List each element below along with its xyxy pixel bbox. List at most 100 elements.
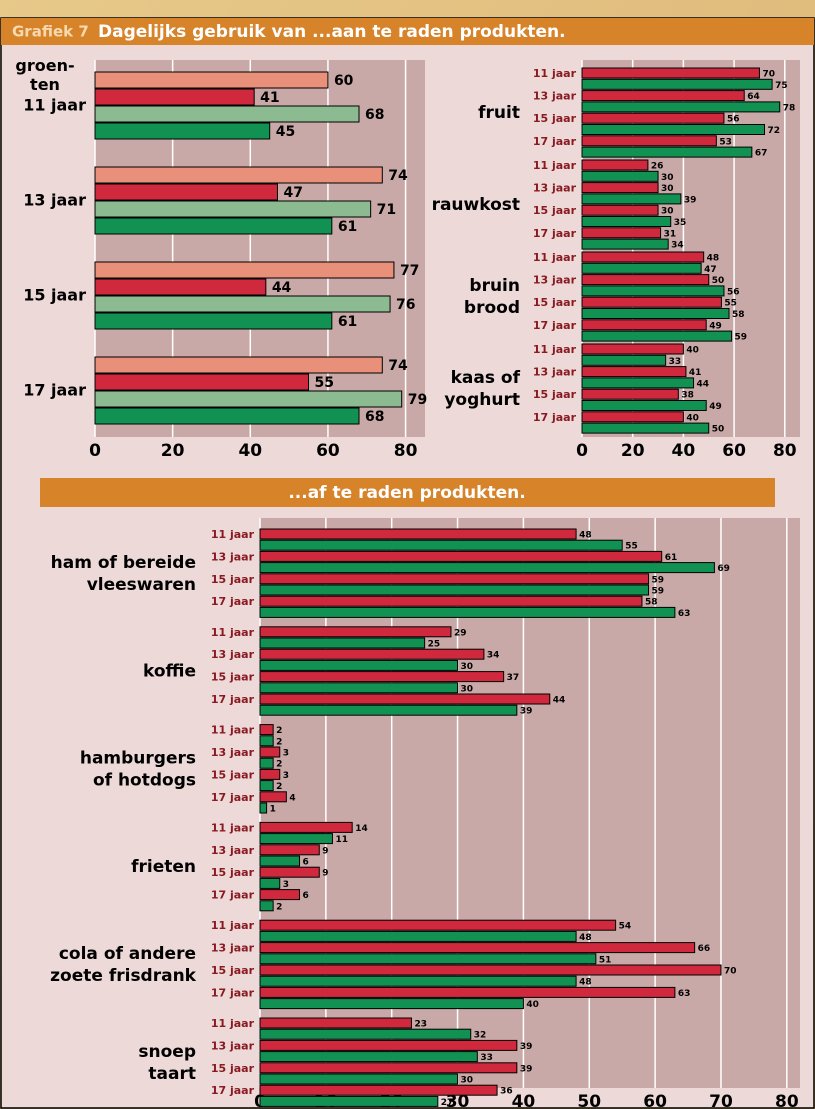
value-label: 34 — [671, 241, 684, 251]
value-label: 61 — [338, 219, 357, 235]
value-label: 55 — [724, 299, 737, 309]
bar — [259, 539, 623, 551]
value-label: 61 — [665, 553, 678, 563]
value-label: 3 — [283, 749, 289, 759]
bar — [94, 390, 403, 408]
x-tick-label: 60 — [316, 441, 340, 461]
category-label: 17 jaar — [23, 381, 86, 400]
bar — [94, 88, 255, 106]
bar — [259, 821, 353, 833]
bar — [581, 262, 702, 274]
category-label: 15 jaar — [533, 296, 577, 309]
bar — [581, 78, 773, 90]
category-label: 15 jaar — [211, 768, 255, 781]
value-label: 2 — [276, 782, 282, 792]
x-tick-label: 20 — [621, 441, 645, 461]
bar — [581, 112, 725, 124]
value-label: 59 — [652, 575, 665, 585]
category-label: 11 jaar — [533, 251, 577, 264]
value-label: 68 — [365, 409, 384, 425]
value-label: 58 — [645, 598, 658, 608]
bar — [581, 400, 707, 411]
value-label: 2 — [276, 902, 282, 912]
bar — [259, 606, 676, 618]
group-label: vleeswaren — [87, 575, 196, 595]
bar — [581, 319, 707, 331]
bar — [581, 366, 687, 378]
value-label: 56 — [727, 115, 740, 125]
value-label: 44 — [553, 696, 566, 706]
value-label: 9 — [322, 869, 328, 879]
value-label: 44 — [697, 379, 710, 389]
group-label: ham of bereide — [51, 553, 196, 573]
bar — [581, 216, 672, 227]
value-label: 45 — [276, 124, 295, 140]
value-label: 30 — [661, 184, 674, 194]
value-label: 74 — [388, 168, 408, 184]
bar — [259, 1039, 518, 1051]
group-label: snoep — [138, 1042, 196, 1062]
value-label: 48 — [579, 531, 592, 541]
bar — [94, 166, 383, 184]
value-label: 40 — [686, 413, 699, 423]
bar — [259, 953, 597, 965]
bar — [581, 146, 753, 158]
value-label: 49 — [709, 402, 722, 412]
x-tick-label: 80 — [394, 441, 418, 461]
category-label: 15 jaar — [211, 1062, 255, 1075]
value-label: 3 — [283, 880, 289, 890]
value-label: 76 — [396, 297, 415, 313]
category-label: 11 jaar — [533, 343, 577, 356]
value-label: 31 — [664, 229, 677, 239]
bar — [94, 217, 333, 235]
category-label: 11 jaar — [211, 1017, 255, 1030]
value-label: 40 — [526, 1000, 539, 1010]
group-label: ten — [30, 75, 60, 94]
x-tick-label: 80 — [773, 441, 797, 461]
x-tick-label: 70 — [709, 1092, 733, 1109]
value-label: 1 — [270, 805, 276, 815]
value-label: 75 — [775, 81, 788, 91]
bar — [581, 159, 649, 171]
value-label: 30 — [461, 662, 474, 672]
x-tick-label: 80 — [775, 1092, 799, 1109]
x-tick-label: 40 — [672, 441, 696, 461]
category-label: 17 jaar — [211, 986, 255, 999]
bar — [94, 407, 360, 425]
category-label: 13 jaar — [533, 274, 577, 287]
bar — [259, 768, 281, 780]
bar — [259, 1084, 498, 1096]
value-label: 25 — [428, 640, 441, 650]
value-label: 40 — [686, 346, 699, 356]
bar — [581, 251, 705, 263]
bar — [94, 261, 395, 279]
bar — [581, 422, 710, 434]
bar — [259, 986, 676, 998]
value-label: 63 — [678, 609, 691, 619]
category-label: 13 jaar — [533, 182, 577, 195]
value-label: 27 — [441, 1098, 454, 1108]
value-label: 32 — [474, 1031, 487, 1041]
value-label: 48 — [579, 978, 592, 988]
bar — [581, 411, 684, 423]
value-label: 48 — [579, 933, 592, 943]
category-label: 13 jaar — [23, 191, 86, 210]
value-label: 41 — [689, 368, 702, 378]
bar — [94, 200, 372, 218]
value-label: 14 — [355, 824, 368, 834]
value-label: 71 — [377, 202, 396, 218]
bar — [94, 278, 267, 296]
value-label: 38 — [681, 391, 694, 401]
bar — [581, 296, 722, 308]
bar — [581, 343, 684, 355]
value-label: 55 — [315, 375, 334, 391]
bar — [259, 877, 281, 889]
value-label: 48 — [707, 254, 720, 264]
bar — [581, 90, 745, 102]
category-label: 17 jaar — [533, 319, 577, 332]
bar — [259, 704, 518, 716]
section-title: ...af te raden produkten. — [288, 483, 525, 503]
value-label: 56 — [727, 287, 740, 297]
value-label: 41 — [260, 90, 279, 106]
value-label: 51 — [599, 955, 612, 965]
